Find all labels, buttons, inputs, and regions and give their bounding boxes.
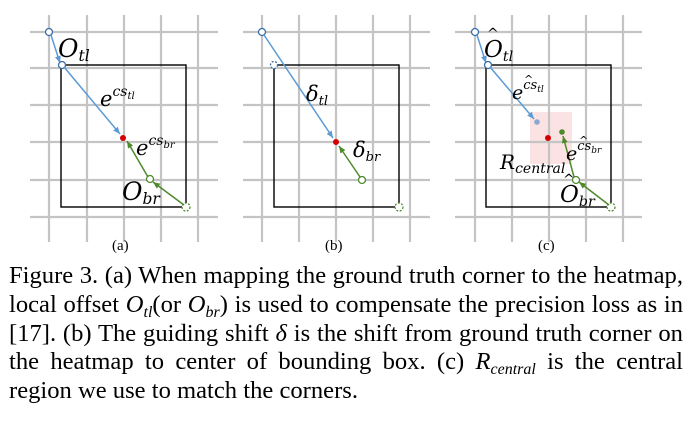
heatmap-corner-tl: [269, 60, 279, 70]
guiding-shift-tl-arrow: [263, 34, 334, 139]
guiding-shift-br-arrow: [338, 145, 361, 178]
label-o-br: Obr: [122, 177, 161, 208]
bounding-box: [485, 64, 612, 208]
offset-tl-arrow: [50, 34, 61, 64]
center-shift-br-arrow: [126, 140, 149, 178]
predicted-center-br: [559, 129, 565, 135]
offset-br-arrow: [578, 181, 610, 206]
sublabel-b: (b): [325, 238, 343, 254]
label-e-cs-hat-br: ecsbr: [566, 139, 602, 165]
bounding-box: [273, 64, 400, 208]
hat-o-tl: ^: [487, 26, 499, 42]
center-shift-tl-arrow: [63, 66, 121, 135]
ground-truth-corner-br: [394, 202, 404, 212]
offset-br-arrow: [152, 181, 185, 206]
predicted-shift-tl-arrow: [489, 66, 535, 120]
predicted-center-tl: [534, 119, 540, 125]
box-center-dot: [333, 139, 339, 145]
figure-caption: Figure 3. (a) When mapping the ground tr…: [9, 262, 684, 405]
label-delta-br: δbr: [353, 138, 381, 165]
heatmap-corner-tl: [483, 60, 493, 70]
label-delta-tl: δtl: [306, 82, 328, 109]
heatmap-corner-tl: [57, 60, 67, 70]
hat-cs-br: ^: [579, 134, 588, 147]
offset-tl-arrow: [476, 34, 487, 64]
box-center-dot: [120, 135, 126, 141]
label-o-tl: Otl: [58, 34, 90, 65]
panel-c: Otl ^ ecstl ^ ecsbr ^ Rcentral Obr ^ (c): [455, 15, 642, 254]
ground-truth-corner-tl: [44, 27, 54, 37]
label-e-cs-br: ecsbr: [136, 133, 176, 160]
heatmap-corner-br: [357, 175, 367, 185]
hat-o-br: ^: [563, 172, 575, 188]
heatmap-corner-br: [571, 175, 581, 185]
predicted-shift-br-arrow: [561, 135, 575, 178]
ground-truth-corner-tl: [470, 27, 480, 37]
box-center-dot: [545, 135, 551, 141]
label-e-cs-tl: ecstl: [100, 84, 135, 111]
heatmap-corner-br: [145, 174, 155, 184]
label-o-hat-br: Obr: [560, 182, 596, 210]
sublabel-a: (a): [112, 238, 129, 254]
hat-cs-tl: ^: [524, 73, 533, 86]
label-r-central: Rcentral: [499, 150, 565, 177]
panel-a: Otl ecstl ecsbr Obr (a): [30, 15, 218, 254]
figure-3-illustration: Otl ecstl ecsbr Obr (a) δtl δbr (b: [30, 15, 642, 254]
ground-truth-corner-tl: [257, 27, 267, 37]
bounding-box: [60, 64, 187, 208]
label-e-cs-hat-tl: ecstl: [512, 78, 544, 104]
label-o-hat-tl: Otl: [484, 37, 513, 65]
panel-b: δtl δbr (b): [243, 15, 430, 254]
sublabel-c: (c): [538, 238, 555, 254]
